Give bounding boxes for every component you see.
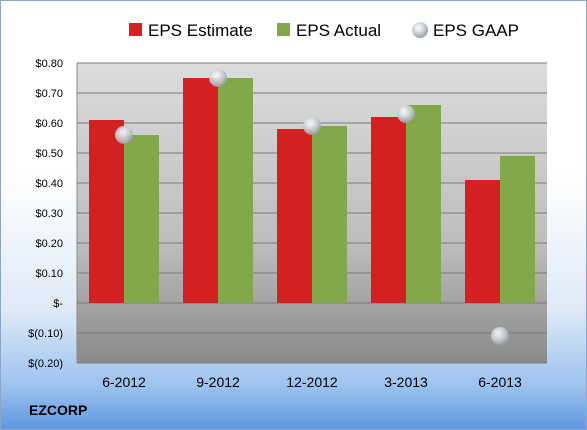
bar-eps-actual bbox=[500, 156, 535, 303]
x-category-label: 12-2012 bbox=[286, 374, 338, 390]
bar-eps-actual bbox=[218, 78, 253, 303]
legend-label: EPS Estimate bbox=[148, 21, 253, 40]
y-tick-label: $0.40 bbox=[35, 178, 63, 190]
point-eps-gaap bbox=[303, 117, 321, 135]
legend-swatch-eps-estimate bbox=[129, 23, 142, 36]
legend-swatch-eps-actual bbox=[277, 23, 290, 36]
x-category-label: 3-2013 bbox=[384, 374, 428, 390]
x-category-label: 6-2012 bbox=[102, 374, 146, 390]
bar-eps-estimate bbox=[465, 180, 500, 303]
y-tick-label: $0.80 bbox=[35, 58, 63, 70]
point-eps-gaap bbox=[115, 126, 133, 144]
legend-swatch-eps-gaap bbox=[412, 22, 428, 38]
bar-eps-actual bbox=[312, 126, 347, 303]
company-brand: EZCORP bbox=[29, 402, 87, 418]
point-eps-gaap bbox=[397, 105, 415, 123]
y-tick-label: $(0.20) bbox=[28, 358, 63, 370]
bar-eps-estimate bbox=[371, 117, 406, 303]
point-eps-gaap bbox=[209, 69, 227, 87]
y-tick-label: $0.30 bbox=[35, 208, 63, 220]
bar-eps-actual bbox=[406, 105, 441, 303]
legend-label: EPS GAAP bbox=[433, 21, 519, 40]
y-tick-label: $(0.10) bbox=[28, 328, 63, 340]
bar-eps-estimate bbox=[277, 129, 312, 303]
legend-label: EPS Actual bbox=[296, 21, 381, 40]
y-tick-label: $0.50 bbox=[35, 148, 63, 160]
bar-eps-estimate bbox=[89, 120, 124, 303]
bar-eps-estimate bbox=[183, 78, 218, 303]
y-tick-label: $0.60 bbox=[35, 118, 63, 130]
y-tick-label: $- bbox=[53, 298, 63, 310]
y-tick-label: $0.10 bbox=[35, 268, 63, 280]
y-tick-label: $0.70 bbox=[35, 88, 63, 100]
x-category-label: 6-2013 bbox=[478, 374, 522, 390]
point-eps-gaap bbox=[491, 327, 509, 345]
y-tick-label: $0.20 bbox=[35, 238, 63, 250]
bar-eps-actual bbox=[124, 135, 159, 303]
x-category-label: 9-2012 bbox=[196, 374, 240, 390]
